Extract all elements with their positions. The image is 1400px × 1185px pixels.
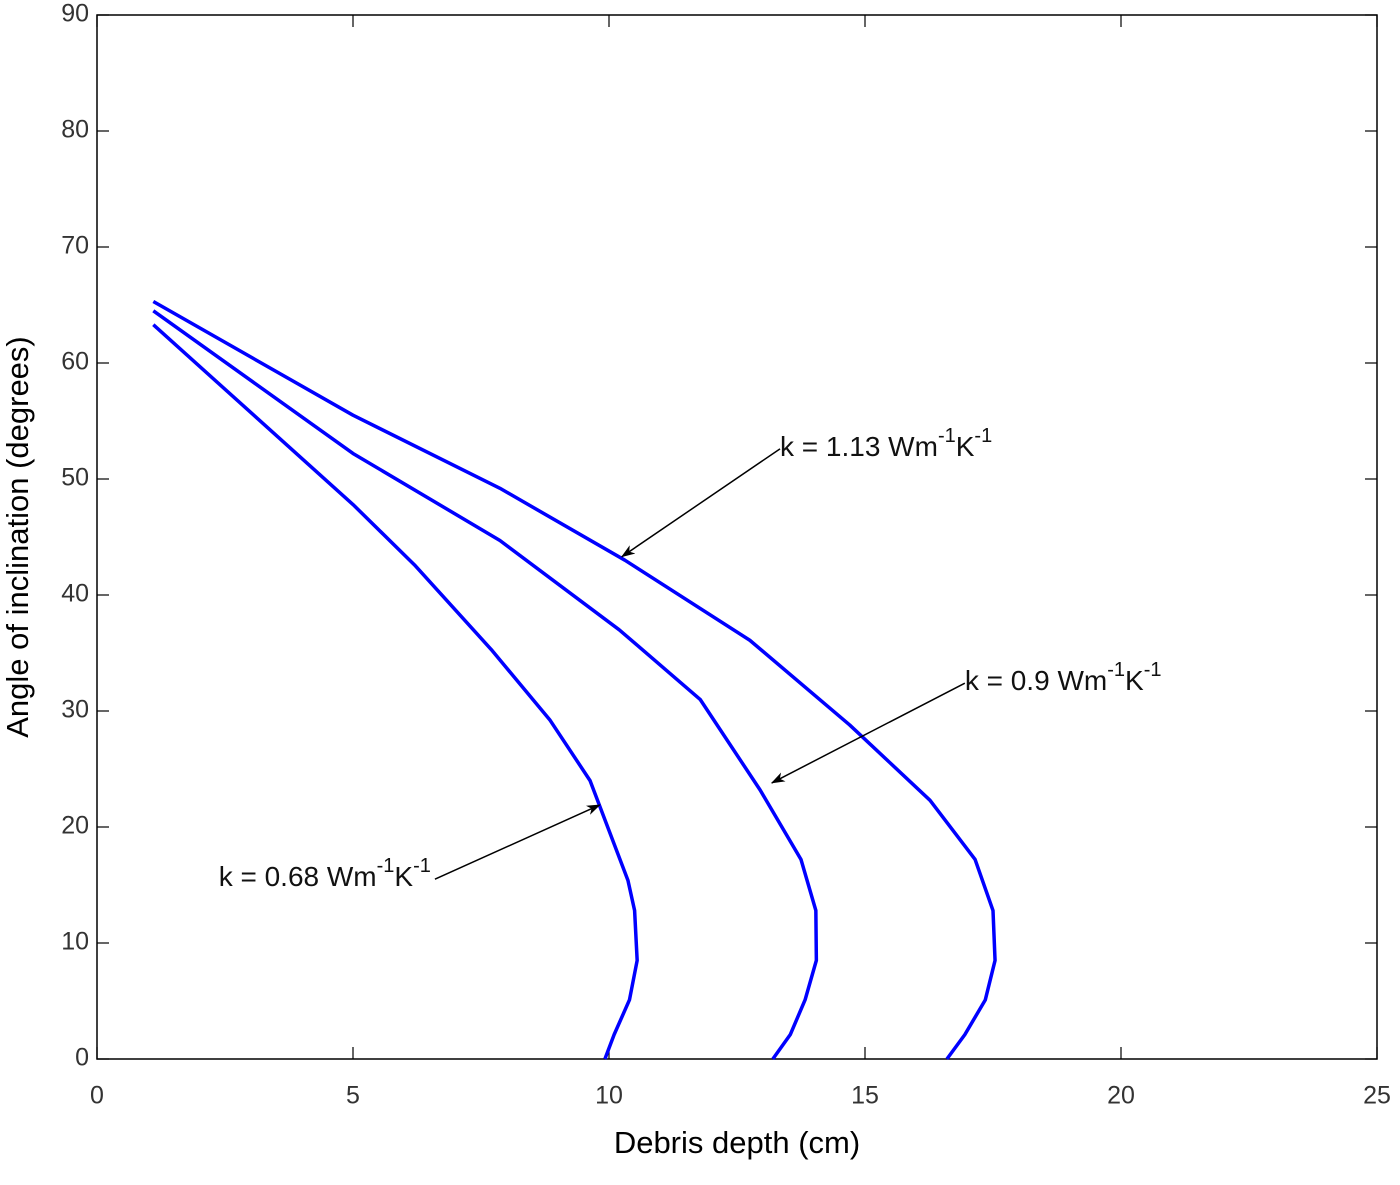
y-tick-label: 10 <box>61 928 89 956</box>
annotation-text: K <box>1125 666 1144 697</box>
x-tick-label: 5 <box>346 1082 360 1110</box>
y-tick-label: 30 <box>61 696 89 724</box>
x-tick-label: 20 <box>1107 1082 1135 1110</box>
y-tick-label: 40 <box>61 580 89 608</box>
annotation-text: k = 0.9 Wm <box>965 666 1107 697</box>
annotation: k = 0.68 Wm-1K-1 <box>219 855 431 892</box>
y-tick-label: 60 <box>61 348 89 376</box>
plot-frame <box>96 14 1378 1060</box>
annotation-text: k = 0.68 Wm <box>219 862 377 893</box>
annotation-arrow <box>434 804 601 880</box>
annotation-superscript: -1 <box>974 425 992 447</box>
data-line <box>152 299 997 1061</box>
annotation: k = 0.9 Wm-1K-1 <box>965 659 1162 696</box>
x-tick-label: 10 <box>595 1082 623 1110</box>
y-tick-label: 90 <box>61 0 89 28</box>
annotation-arrow <box>770 682 966 784</box>
annotation-text: K <box>956 431 975 462</box>
x-tick-label: 15 <box>851 1082 879 1110</box>
y-tick-label: 80 <box>61 116 89 144</box>
y-tick-label: 50 <box>61 464 89 492</box>
y-tick-label: 70 <box>61 232 89 260</box>
x-tick-label: 25 <box>1363 1082 1391 1110</box>
y-tick-label: 20 <box>61 812 89 840</box>
annotation-superscript: -1 <box>938 425 956 447</box>
annotation: k = 1.13 Wm-1K-1 <box>780 425 992 462</box>
x-axis-label: Debris depth (cm) <box>614 1125 860 1160</box>
annotation-superscript: -1 <box>377 855 395 877</box>
annotation-text: k = 1.13 Wm <box>780 431 938 462</box>
annotation-superscript: -1 <box>1144 659 1162 681</box>
annotation-superscript: -1 <box>1107 659 1125 681</box>
data-line <box>152 309 819 1061</box>
annotation-arrow <box>620 448 781 558</box>
y-tick-label: 0 <box>75 1044 89 1072</box>
data-line <box>152 323 639 1060</box>
y-axis-label: Angle of inclination (degrees) <box>0 336 35 738</box>
annotation-text: K <box>394 862 413 893</box>
annotation-superscript: -1 <box>413 855 431 877</box>
x-tick-label: 0 <box>90 1082 104 1110</box>
